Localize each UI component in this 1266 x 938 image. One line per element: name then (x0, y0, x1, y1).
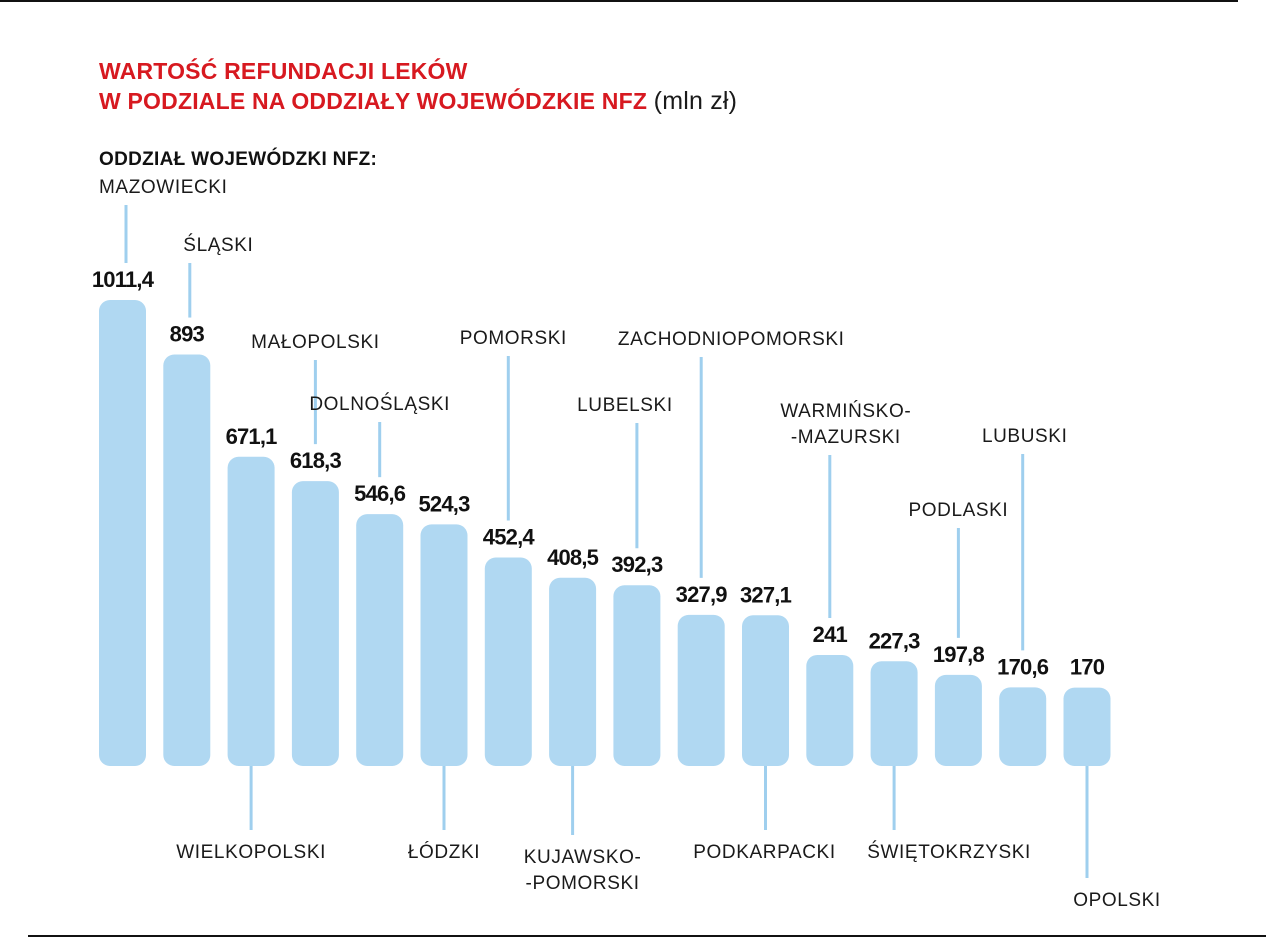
category-label-12-line-2: -MAZURSKI (791, 427, 901, 448)
value-label-2: 893 (170, 322, 205, 347)
category-label-15: LUBUSKI (982, 426, 1068, 447)
value-label-15: 170,6 (997, 654, 1049, 679)
bottom-rule (28, 935, 1266, 937)
value-label-4: 618,3 (290, 448, 342, 473)
category-label-3: WIELKOPOLSKI (176, 842, 326, 863)
value-label-6: 524,3 (418, 491, 470, 516)
bar-10 (677, 614, 725, 766)
value-label-12: 241 (813, 622, 848, 647)
category-label-12-line-1: WARMIŃSKO- (780, 401, 911, 422)
chart-title: WARTOŚĆ REFUNDACJI LEKÓW W PODZIALE NA O… (99, 56, 737, 116)
title-unit: (mln zł) (653, 87, 738, 115)
bar-14 (934, 674, 982, 766)
category-label-8-line-2: -POMORSKI (526, 873, 640, 894)
category-label-16: OPOLSKI (1073, 890, 1161, 911)
title-line-2-text: W PODZIALE NA ODDZIAŁY WOJEWÓDZKIE NFZ (99, 88, 648, 114)
category-heading: ODDZIAŁ WOJEWÓDZKI NFZ: (99, 149, 378, 170)
value-label-3: 671,1 (226, 424, 278, 449)
category-label-11: PODKARPACKI (693, 842, 835, 863)
bar-8 (549, 577, 597, 766)
bar-1 (99, 300, 146, 766)
bar-5 (356, 514, 404, 766)
bar-2 (163, 354, 211, 766)
category-label-6: ŁÓDZKI (408, 841, 480, 863)
category-label-9: LUBELSKI (577, 395, 673, 416)
top-rule (0, 0, 1238, 2)
bar-9 (613, 585, 661, 766)
category-label-4: MAŁOPOLSKI (251, 332, 380, 353)
value-label-7: 452,4 (483, 525, 536, 550)
bar-7 (484, 557, 532, 766)
category-label-2: ŚLĄSKI (183, 234, 253, 256)
category-label-8-line-1: KUJAWSKO- (524, 847, 642, 868)
category-label-14: PODLASKI (908, 500, 1008, 521)
value-label-11: 327,1 (740, 582, 792, 607)
value-label-5: 546,6 (354, 481, 406, 506)
value-label-10: 327,9 (676, 582, 728, 607)
value-label-8: 408,5 (547, 545, 599, 570)
value-label-9: 392,3 (611, 552, 663, 577)
category-label-1: MAZOWIECKI (99, 177, 227, 198)
title-line-2: W PODZIALE NA ODDZIAŁY WOJEWÓDZKIE NFZ (… (99, 86, 737, 116)
category-label-7: POMORSKI (460, 328, 567, 349)
value-label-1: 1011,4 (92, 267, 155, 292)
value-label-14: 197,8 (933, 642, 985, 667)
title-line-1: WARTOŚĆ REFUNDACJI LEKÓW (99, 58, 468, 84)
category-label-10: ZACHODNIOPOMORSKI (618, 329, 845, 350)
value-label-16: 170 (1070, 655, 1105, 680)
bar-15 (999, 687, 1047, 766)
bar-3 (227, 456, 275, 766)
bar-4 (291, 481, 339, 766)
category-label-13: ŚWIĘTOKRZYSKI (867, 841, 1031, 863)
bar-13 (870, 661, 918, 766)
value-label-13: 227,3 (869, 628, 921, 653)
bar-16 (1063, 687, 1111, 766)
category-label-5: DOLNOŚLĄSKI (309, 393, 450, 415)
bar-11 (742, 615, 789, 766)
bar-12 (806, 654, 854, 766)
bar-6 (420, 524, 468, 766)
